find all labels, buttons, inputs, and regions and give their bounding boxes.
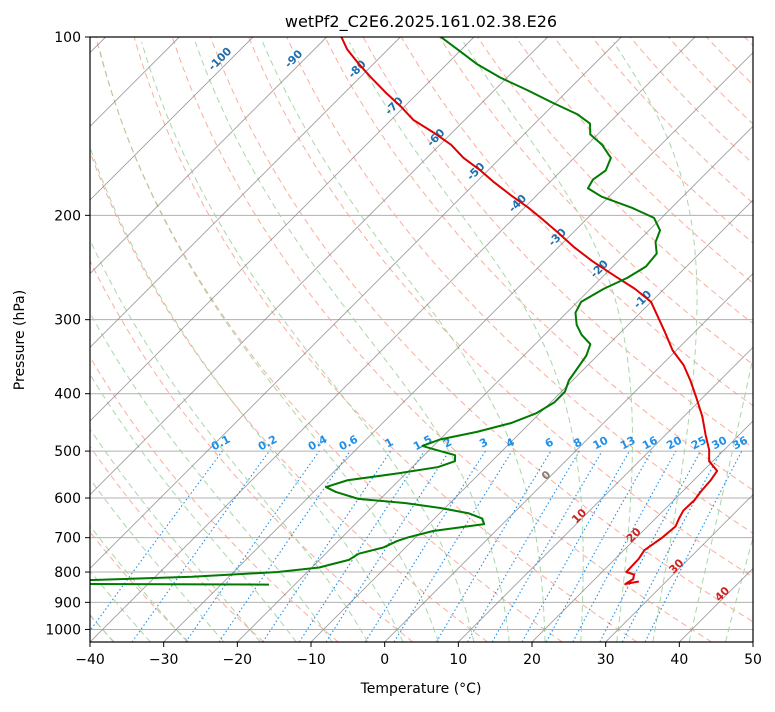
y-tick-label: 600 xyxy=(54,491,81,507)
y-tick-label: 500 xyxy=(54,444,81,460)
x-tick-label: 10 xyxy=(449,652,467,668)
x-axis-title: Temperature (°C) xyxy=(360,681,482,697)
y-tick-label: 400 xyxy=(54,387,81,403)
x-tick-label: −40 xyxy=(75,652,105,668)
y-tick-label: 700 xyxy=(54,531,81,547)
x-tick-label: 20 xyxy=(523,652,541,668)
x-tick-label: −10 xyxy=(296,652,326,668)
y-axis-title: Pressure (hPa) xyxy=(12,290,28,390)
x-tick-label: 50 xyxy=(744,652,762,668)
chart-title: wetPf2_C2E6.2025.161.02.38.E26 xyxy=(285,12,557,32)
y-tick-label: 300 xyxy=(54,313,81,329)
x-tick-label: −30 xyxy=(149,652,179,668)
x-tick-label: 30 xyxy=(597,652,615,668)
y-tick-label: 800 xyxy=(54,565,81,581)
x-tick-label: 40 xyxy=(670,652,688,668)
y-tick-label: 900 xyxy=(54,595,81,611)
y-tick-label: 200 xyxy=(54,208,81,224)
x-tick-label: 0 xyxy=(380,652,389,668)
y-tick-label: 1000 xyxy=(45,622,81,638)
y-tick-label: 100 xyxy=(54,30,81,46)
x-tick-label: −20 xyxy=(223,652,253,668)
